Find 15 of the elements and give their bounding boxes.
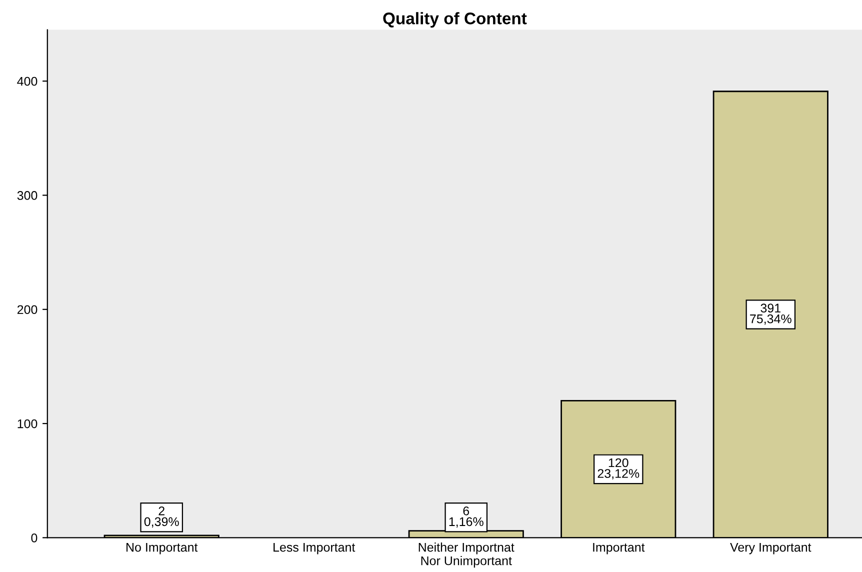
y-tick-label: 100 bbox=[18, 419, 38, 428]
data-label: 2 0,39% bbox=[144, 506, 179, 528]
x-tick-label: Less Important bbox=[274, 543, 356, 554]
data-label: 120 23,12% bbox=[598, 458, 640, 480]
data-label: 391 75,34% bbox=[750, 304, 792, 325]
x-tick-label: Important bbox=[593, 543, 645, 554]
y-tick-label: 300 bbox=[17, 191, 38, 200]
x-tick-label: Very Important bbox=[730, 543, 812, 554]
y-tick-label: 400 bbox=[17, 76, 38, 86]
x-tick-label: Neither Importnat Nor Unimportant bbox=[418, 542, 514, 568]
data-label: 6 1,16% bbox=[449, 506, 484, 528]
y-tick-label: 200 bbox=[17, 305, 38, 314]
chart-title: Quality of Content bbox=[383, 12, 527, 28]
y-tick-label: 0 bbox=[31, 533, 38, 542]
x-tick-label: No Important bbox=[126, 543, 198, 554]
